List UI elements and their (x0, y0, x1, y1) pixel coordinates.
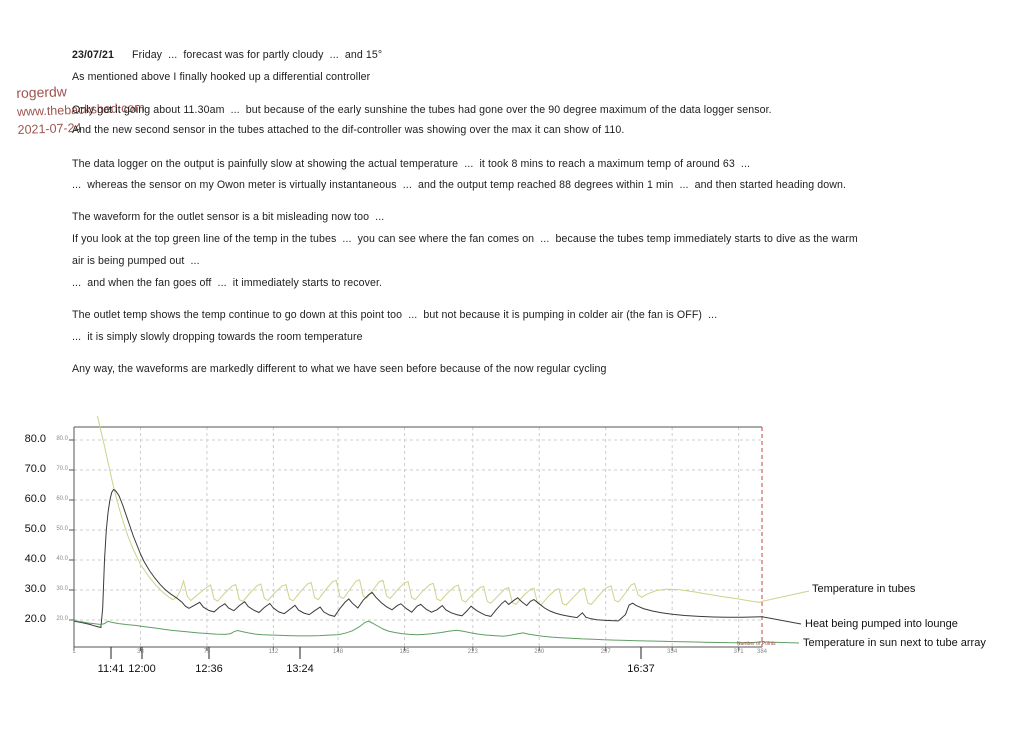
time-label: 12:00 (128, 663, 156, 675)
y-axis-label: 40.0 (24, 553, 46, 565)
post-date: 23/07/21 (72, 49, 115, 61)
chart-line (761, 590, 810, 602)
y-axis-label: 20.0 (24, 613, 46, 625)
legend-label-lounge: Heat being pumped into lounge (805, 618, 958, 630)
inner-y-tick-label: 40.0 (56, 556, 68, 562)
inner-y-tick-label: 80.0 (56, 436, 68, 442)
post-header-line: 23/07/21 Friday ... forecast was for part… (72, 49, 382, 61)
inner-y-tick-label: 50.0 (56, 526, 68, 532)
inner-x-tick-label: 384 (756, 649, 767, 655)
inner-x-tick-label: 112 (268, 649, 279, 655)
post-line: air is being pumped out ... (72, 255, 200, 267)
inner-x-tick-label: 38 (137, 649, 144, 655)
series-temperature-in-sun-next-to-tube-array (73, 620, 763, 644)
inner-y-tick-label: 60.0 (56, 496, 68, 502)
legend-label-tubes: Temperature in tubes (812, 583, 916, 595)
post-line: And the new second sensor in the tubes a… (72, 124, 625, 136)
time-label: 12:36 (195, 663, 223, 675)
inner-x-tick-label: 223 (467, 649, 478, 655)
time-label: 16:37 (627, 663, 655, 675)
inner-x-tick-label: 75 (203, 649, 211, 655)
inner-y-tick-label: 30.0 (56, 586, 68, 592)
post-line: ... and when the fan goes off ... it imm… (72, 277, 383, 289)
series-temperature-in-tubes (96, 415, 763, 606)
inner-x-tick-label: 260 (534, 649, 545, 655)
chart-line (761, 616, 802, 625)
inner-x-tick-label: 334 (667, 649, 678, 655)
chart-line (761, 641, 800, 644)
post-line: Any way, the waveforms are markedly diff… (72, 363, 607, 375)
inner-x-tick-label: 185 (399, 649, 410, 655)
temperature-chart (0, 410, 1024, 700)
post-line: The outlet temp shows the temp continue … (72, 309, 718, 321)
post-line: As mentioned above I finally hooked up a… (72, 71, 371, 83)
legend-label-sun: Temperature in sun next to tube array (803, 637, 986, 649)
post-line: ... it is simply slowly dropping towards… (72, 331, 363, 343)
y-axis-label: 80.0 (24, 433, 46, 445)
inner-y-tick-label: 70.0 (56, 466, 68, 472)
chart-canvas (69, 415, 810, 659)
series-heat-being-pumped-into-lounge (73, 488, 763, 629)
inner-x-tick-label: 297 (600, 649, 611, 655)
y-axis-label: 50.0 (24, 523, 46, 535)
post-line: The waveform for the outlet sensor is a … (72, 211, 385, 223)
inner-y-tick-label: 20.0 (56, 616, 68, 622)
post-line: If you look at the top green line of the… (72, 233, 858, 245)
inner-x-tick-label: 1 (72, 649, 76, 655)
y-axis-label: 30.0 (24, 583, 46, 595)
post-line: ... whereas the sensor on my Owon meter … (72, 179, 847, 191)
y-axis-label: 60.0 (24, 493, 46, 505)
inner-x-tick-label: 148 (333, 649, 344, 655)
y-axis-label: 70.0 (24, 463, 46, 475)
post-line: The data logger on the output is painful… (72, 158, 751, 170)
post-header-text: Friday ... forecast was for partly cloud… (132, 49, 383, 61)
number-of-points-note: Number of Points (737, 641, 776, 647)
time-label: 11:41 (97, 663, 125, 675)
time-label: 13:24 (286, 663, 314, 675)
inner-x-tick-label: 371 (733, 649, 744, 655)
post-line: Only got it going about 11.30am ... but … (72, 104, 772, 116)
